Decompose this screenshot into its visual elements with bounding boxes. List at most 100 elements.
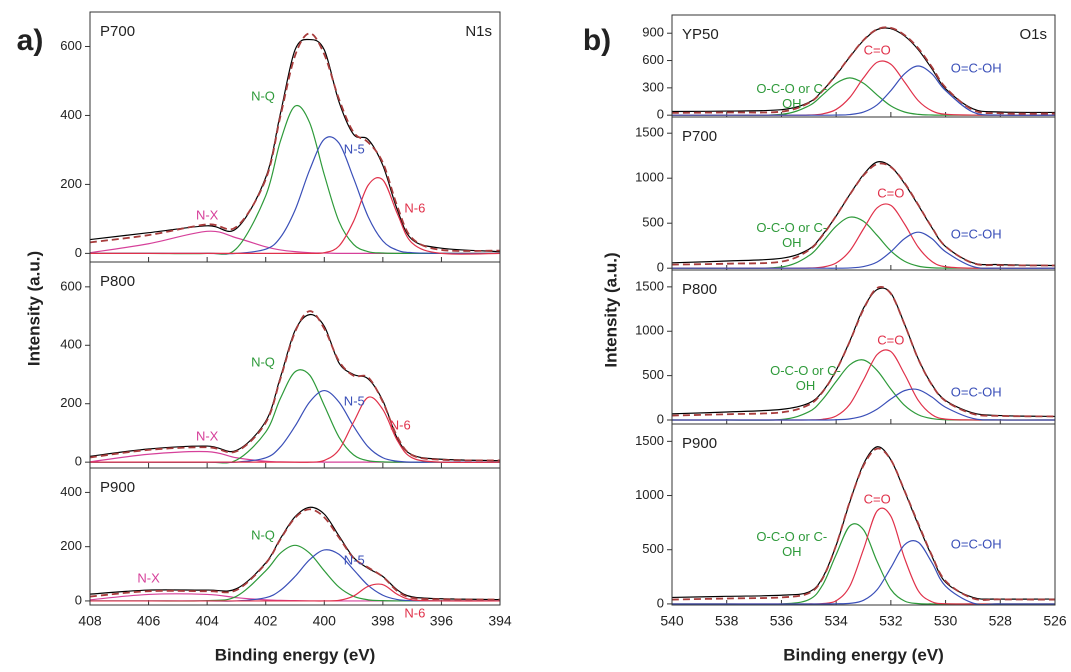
y-tick-label: 400 — [60, 107, 82, 122]
x-tick-label: 406 — [137, 613, 161, 629]
plot-area — [672, 26, 1055, 116]
x-axis-label: Binding energy (eV) — [783, 645, 944, 664]
peak-label: N-X — [195, 207, 219, 223]
peak-line — [672, 540, 1055, 605]
y-tick-label: 500 — [642, 541, 664, 556]
x-tick-label: 398 — [371, 613, 395, 629]
peak-label: N-6 — [404, 605, 426, 621]
peak-line — [672, 65, 1055, 116]
plot-area — [672, 446, 1055, 605]
peak-line — [672, 507, 1055, 605]
peak-label: N-X — [137, 570, 160, 586]
x-tick-label: 540 — [660, 613, 684, 629]
subplot-frame — [671, 269, 1056, 425]
peak-line — [90, 396, 500, 464]
peak-line — [90, 389, 500, 464]
subplot-title: P900 — [682, 435, 717, 452]
y-tick-label: 200 — [60, 538, 82, 553]
peak-line — [90, 177, 500, 255]
peak-label: N-Q — [251, 527, 275, 543]
y-tick-label: 200 — [60, 176, 82, 191]
plot-area — [90, 506, 500, 602]
peak-label: O=C-OH — [950, 536, 1002, 552]
fit-envelope — [90, 508, 500, 601]
y-tick-label: 200 — [60, 395, 82, 410]
y-tick-label: 600 — [60, 278, 82, 293]
peak-line — [90, 544, 500, 602]
subplot-title: P800 — [682, 281, 717, 298]
y-axis-label: Intensity (a.u.) — [24, 251, 43, 366]
peak-label: C=O — [877, 185, 905, 201]
y-tick-label: 1000 — [635, 170, 664, 185]
peak-label: N-5 — [343, 393, 365, 409]
y-tick-label: 300 — [642, 79, 664, 94]
x-tick-label: 538 — [715, 613, 739, 629]
plot-area — [672, 285, 1055, 421]
peak-label: N-5 — [343, 552, 365, 568]
measured-line — [672, 161, 1055, 267]
subplot-title: P700 — [682, 128, 717, 145]
y-tick-label: 900 — [642, 25, 664, 40]
peak-label: N-Q — [251, 354, 275, 370]
plot-area — [90, 32, 500, 255]
annotation: O1s — [1019, 26, 1047, 43]
x-axis-label: Binding energy (eV) — [215, 645, 376, 664]
peak-line — [672, 77, 1055, 116]
peak-label: O=C-OH — [950, 60, 1002, 76]
peak-label: N-Q — [251, 88, 275, 104]
peak-label: C=O — [863, 491, 891, 507]
peak-line — [90, 136, 500, 255]
subplot-frame — [89, 467, 501, 606]
peak-label: O-C-O or C-OH — [770, 363, 841, 393]
peak-label: O=C-OH — [950, 226, 1002, 242]
measured-line — [672, 446, 1055, 600]
subplot-title: P900 — [100, 479, 135, 496]
x-tick-label: 396 — [430, 613, 454, 629]
peak-label: O=C-OH — [950, 384, 1002, 400]
y-tick-label: 500 — [642, 215, 664, 230]
peak-line — [672, 216, 1055, 269]
subplot-title: YP50 — [682, 26, 719, 43]
subplot-frame — [671, 423, 1056, 606]
x-tick-label: 526 — [1043, 613, 1067, 629]
subplot-title: P700 — [100, 23, 135, 40]
subplot-title: P800 — [100, 273, 135, 290]
x-tick-label: 408 — [78, 613, 102, 629]
y-tick-label: 1000 — [635, 323, 664, 338]
peak-label: O-C-O or C-OH — [756, 80, 828, 111]
y-tick-label: 400 — [60, 337, 82, 352]
y-tick-label: 600 — [60, 38, 82, 53]
x-tick-label: 400 — [313, 613, 337, 629]
y-axis-label: Intensity (a.u.) — [601, 252, 620, 367]
panel-label: b) — [583, 24, 611, 57]
y-tick-label: 600 — [642, 52, 664, 67]
peak-line — [672, 231, 1055, 269]
annotation: N1s — [465, 23, 492, 40]
y-tick-label: 1500 — [635, 433, 664, 448]
measured-line — [90, 506, 500, 601]
peak-line — [672, 388, 1055, 421]
fit-envelope — [672, 447, 1055, 601]
peak-label: N-6 — [389, 417, 411, 433]
x-tick-label: 532 — [879, 613, 903, 629]
panel-label: a) — [17, 24, 44, 57]
x-tick-label: 536 — [770, 613, 794, 629]
fit-envelope — [672, 285, 1055, 418]
y-tick-label: 0 — [75, 454, 82, 469]
y-tick-label: 400 — [60, 484, 82, 499]
peak-label: O-C-O or C-OH — [756, 528, 828, 559]
x-tick-label: 534 — [824, 613, 848, 629]
y-tick-label: 500 — [642, 367, 664, 382]
peak-label: N-6 — [404, 200, 426, 216]
peak-label: N-X — [195, 428, 219, 444]
x-tick-label: 528 — [989, 613, 1013, 629]
fit-envelope — [90, 310, 500, 462]
peak-line — [90, 230, 500, 255]
peak-label: N-5 — [343, 141, 365, 157]
y-tick-label: 1500 — [635, 278, 664, 293]
peak-line — [90, 583, 500, 602]
y-tick-label: 0 — [657, 107, 664, 122]
y-tick-label: 0 — [75, 592, 82, 607]
